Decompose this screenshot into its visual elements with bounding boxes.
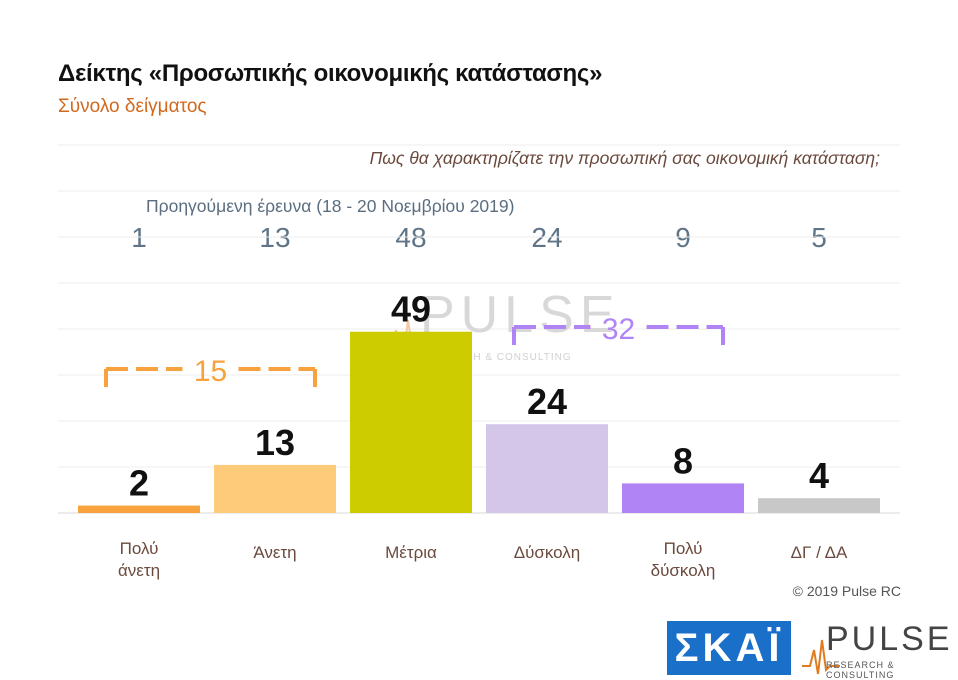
previous-survey-label: Προηγούμενη έρευνα (18 - 20 Νοεμβρίου 20… (146, 196, 515, 216)
bar-5 (758, 498, 880, 513)
category-label-5: ΔΓ / ΔΑ (790, 543, 848, 562)
data-label-0: 2 (129, 463, 149, 504)
data-label-5: 4 (809, 455, 829, 496)
bar-0 (78, 505, 200, 513)
category-label-1: Άνετη (253, 543, 297, 562)
copyright: © 2019 Pulse RC (792, 583, 901, 599)
bar-4 (622, 483, 744, 513)
group-total-1: 32 (602, 313, 635, 346)
data-label-1: 13 (255, 422, 295, 463)
data-label-3: 24 (527, 381, 567, 422)
category-label-3: Δύσκολη (513, 543, 581, 562)
pulse-logo-sub: RESEARCH & CONSULTING (826, 660, 895, 680)
category-label-4: Πολύ δύσκολη (650, 539, 716, 580)
watermark-tag: RESEARCH & CONSULTING (418, 352, 572, 363)
group-total-0: 15 (194, 355, 227, 388)
category-label-0: Πολύ άνετη (117, 539, 161, 580)
chart-subtitle: Σύνολο δείγματος (58, 96, 207, 117)
category-label-2: Μέτρια (385, 543, 437, 562)
data-label-2: 49 (391, 289, 431, 330)
skai-logo: ΣΚΑΪ (667, 621, 791, 675)
bar-3 (486, 424, 608, 513)
chart-title: Δείκτης «Προσωπικής οικονομικής κατάστασ… (58, 60, 603, 87)
survey-question: Πως θα χαρακτηρίζατε την προσωπική σας ο… (369, 148, 880, 168)
bar-1 (214, 464, 336, 513)
data-label-4: 8 (673, 440, 693, 481)
bar-2 (350, 331, 472, 513)
pulse-logo-word: PULSE (826, 620, 953, 658)
pulse-logo-icon (802, 639, 840, 675)
